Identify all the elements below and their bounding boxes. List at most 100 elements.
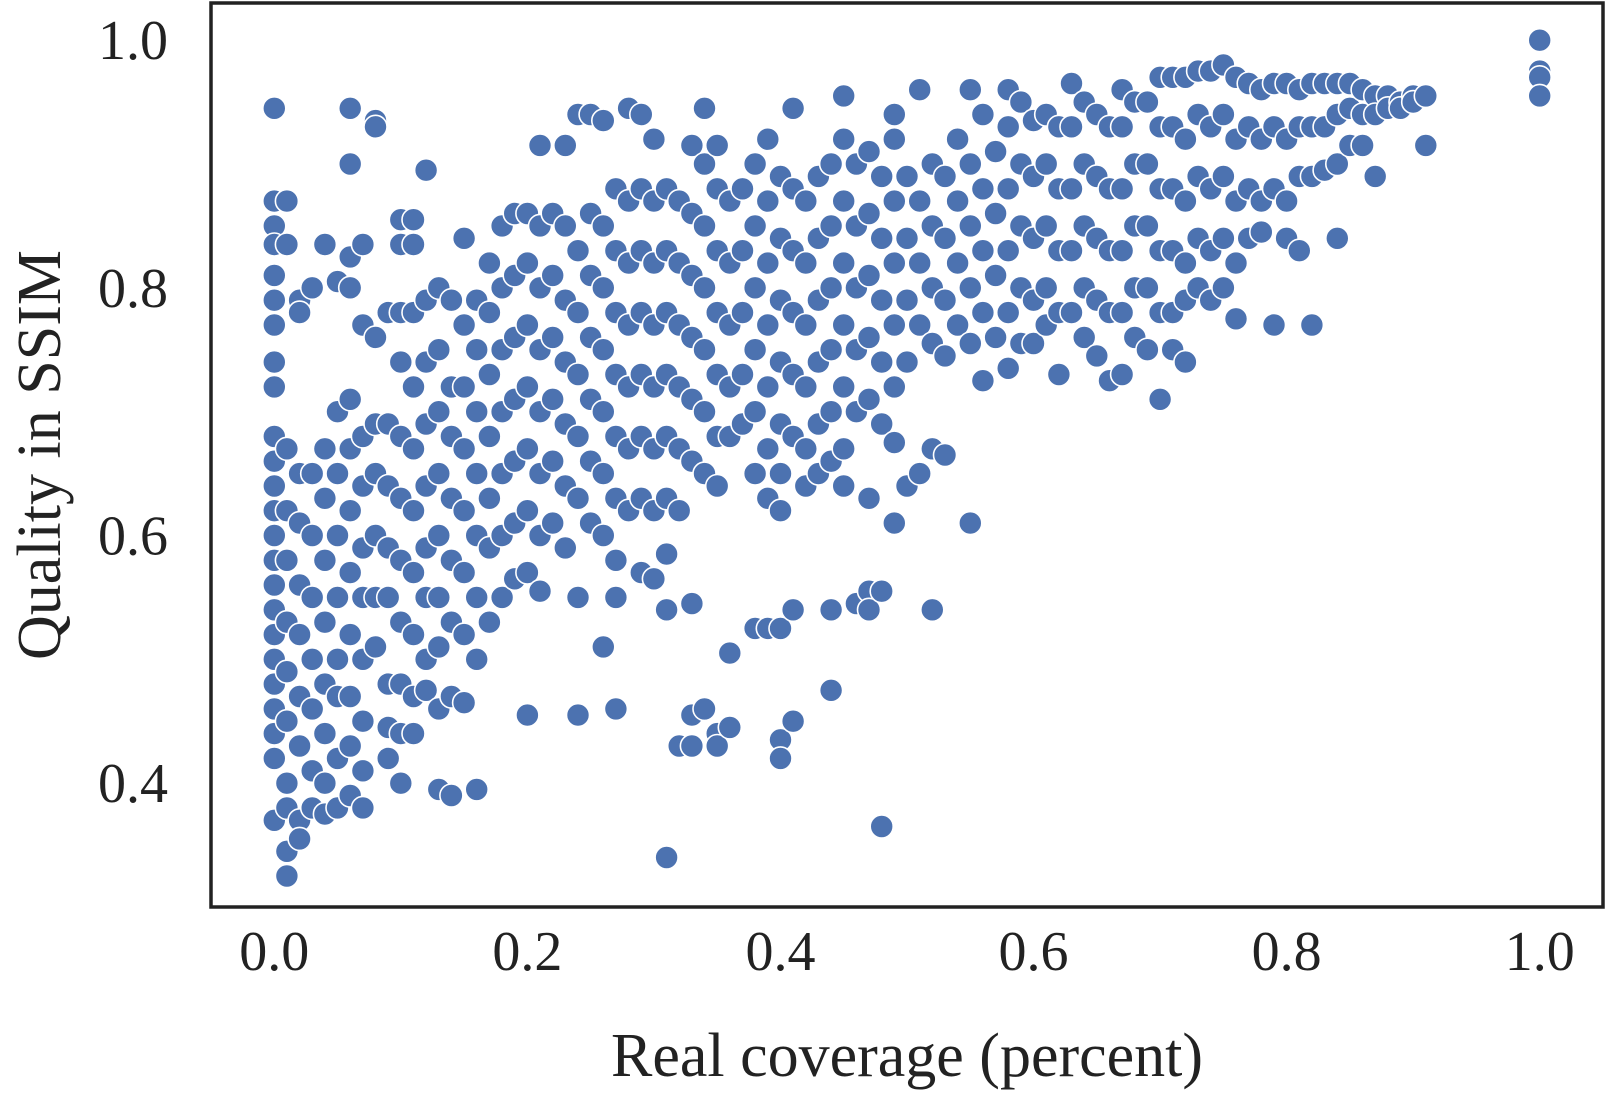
- scatter-point: [831, 250, 857, 276]
- scatter-point: [565, 702, 591, 728]
- scatter-point: [869, 814, 895, 839]
- scatter-point: [274, 708, 300, 734]
- scatter-point: [1287, 238, 1312, 263]
- scatter-point: [1021, 331, 1046, 356]
- scatter-point: [515, 250, 540, 276]
- scatter-point: [970, 238, 996, 263]
- scatter-point: [654, 597, 679, 623]
- scatter-point: [1274, 188, 1299, 214]
- scatter-point: [401, 436, 426, 462]
- scatter-point: [780, 96, 806, 121]
- scatter-point: [768, 498, 793, 524]
- scatter-point: [831, 83, 857, 109]
- scatter-point: [312, 485, 338, 511]
- scatter-point: [742, 399, 768, 425]
- scatter-point: [287, 622, 312, 647]
- scatter-point: [768, 461, 793, 486]
- scatter-point: [1325, 226, 1350, 251]
- scatter-point: [692, 337, 717, 363]
- scatter-point: [831, 312, 857, 338]
- scatter-point: [768, 616, 793, 641]
- scatter-point: [552, 535, 578, 561]
- scatter-point: [730, 176, 755, 202]
- scatter-point: [261, 263, 287, 288]
- scatter-point: [945, 126, 970, 152]
- scatter-point: [742, 461, 768, 486]
- scatter-point: [451, 622, 477, 647]
- scatter-point: [742, 151, 768, 177]
- scatter-point: [1413, 133, 1439, 158]
- scatter-point: [907, 77, 933, 102]
- scatter-point: [287, 826, 312, 852]
- scatter-point: [477, 424, 502, 449]
- scatter-point: [451, 498, 477, 524]
- scatter-point: [869, 411, 895, 437]
- scatter-point: [1211, 164, 1236, 189]
- scatter-point: [881, 312, 907, 338]
- scatter-point: [337, 386, 363, 412]
- scatter-point: [856, 139, 882, 164]
- points-layer: [261, 27, 1552, 889]
- scatter-point: [451, 226, 477, 251]
- scatter-point: [1135, 275, 1160, 301]
- scatter-point: [1173, 126, 1198, 152]
- scatter-point: [451, 374, 477, 400]
- scatter-point: [325, 523, 350, 548]
- scatter-point: [299, 523, 325, 548]
- scatter-point: [780, 597, 806, 623]
- scatter-point: [274, 659, 300, 685]
- scatter-point: [287, 733, 312, 759]
- scatter-point: [590, 634, 616, 660]
- scatter-point: [477, 250, 502, 276]
- scatter-point: [957, 151, 983, 177]
- scatter-point: [692, 151, 717, 177]
- scatter-point: [1135, 213, 1160, 239]
- scatter-point: [401, 622, 426, 647]
- scatter-point: [1249, 219, 1274, 245]
- scatter-point: [818, 677, 844, 703]
- scatter-point: [426, 523, 452, 548]
- scatter-point: [755, 250, 781, 276]
- scatter-point: [856, 325, 882, 350]
- scatter-point: [1527, 83, 1552, 109]
- scatter-point: [692, 399, 717, 425]
- scatter-point: [831, 473, 857, 499]
- scatter-point: [413, 157, 439, 183]
- scatter-point: [692, 213, 717, 239]
- scatter-point: [552, 213, 578, 239]
- scatter-point: [464, 337, 490, 363]
- scatter-point: [881, 510, 907, 536]
- scatter-point: [970, 102, 996, 127]
- scatter-point: [881, 250, 907, 276]
- scatter-point: [679, 733, 705, 759]
- scatter-point: [350, 795, 376, 821]
- scatter-point: [881, 102, 907, 127]
- scatter-point: [717, 640, 743, 666]
- scatter-point: [413, 677, 439, 703]
- scatter-point: [451, 312, 477, 338]
- scatter-point: [1147, 386, 1173, 412]
- scatter-point: [1059, 71, 1084, 96]
- scatter-point: [325, 585, 350, 610]
- scatter-point: [375, 746, 401, 771]
- scatter-point: [590, 213, 616, 239]
- scatter-point: [894, 226, 920, 251]
- scatter-point: [325, 461, 350, 486]
- y-tick-label: 0.6: [98, 506, 168, 568]
- scatter-point: [261, 572, 287, 598]
- scatter-point: [692, 696, 717, 722]
- scatter-point: [439, 287, 464, 313]
- scatter-point: [957, 510, 983, 536]
- scatter-point: [793, 312, 819, 338]
- scatter-point: [274, 436, 300, 462]
- scatter-point: [869, 349, 895, 375]
- scatter-point: [451, 690, 477, 716]
- scatter-point: [515, 498, 540, 524]
- scatter-point: [515, 436, 540, 462]
- scatter-point: [945, 312, 970, 338]
- scatter-point: [515, 560, 540, 585]
- scatter-point: [881, 374, 907, 400]
- scatter-point: [932, 164, 958, 189]
- scatter-point: [755, 126, 781, 152]
- scatter-point: [742, 337, 768, 363]
